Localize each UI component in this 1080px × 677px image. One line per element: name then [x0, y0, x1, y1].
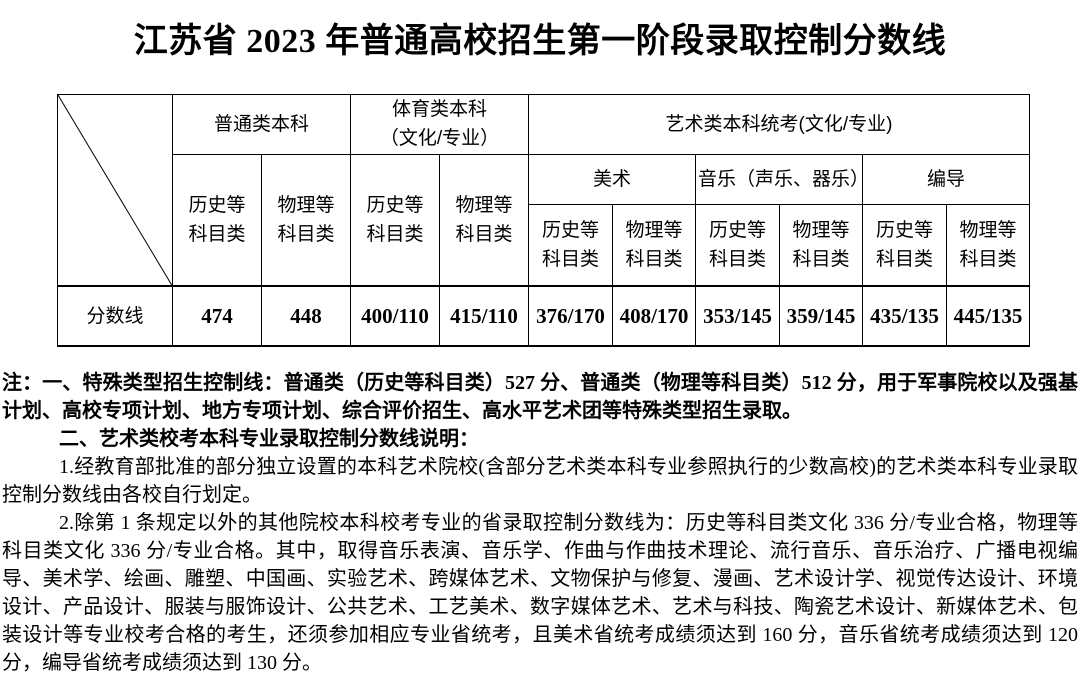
- group-header-general: 普通类本科: [171, 93, 352, 155]
- page-title: 江苏省 2023 年普通高校招生第一阶段录取控制分数线: [133, 23, 947, 60]
- note-art-exam-para1: 1.经教育部批准的部分独立设置的本科艺术院校(含部分艺术类本科专业参照执行的少数…: [2, 456, 1078, 507]
- score-cell-art-history: 376/170: [528, 285, 614, 347]
- track-header-art-history: 历史等 科目类: [528, 203, 614, 287]
- group-header-arts: 艺术类本科统考(文化/专业): [528, 93, 1031, 155]
- corner-cell: [57, 93, 173, 287]
- notes-section: 注：一、特殊类型招生控制线：普通类（历史等科目类）527 分、普通类（物理等科目…: [2, 369, 1078, 677]
- score-cell-music-history: 353/145: [695, 285, 781, 347]
- diagonal-line-icon: [58, 95, 172, 286]
- track-header-broadcast-physics: 物理等 科目类: [946, 203, 1031, 287]
- track-header-art-physics: 物理等 科目类: [612, 203, 697, 287]
- score-cell-art-physics: 408/170: [612, 285, 697, 347]
- score-cell-general-history: 474: [172, 285, 262, 347]
- score-row-label: 分数线: [57, 285, 173, 347]
- score-cell-sports-history: 400/110: [350, 285, 441, 347]
- score-cell-general-physics: 448: [260, 285, 352, 347]
- note-art-exam-para2: 2.除第 1 条规定以外的其他院校本科校考专业的省录取控制分数线为：历史等科目类…: [2, 512, 1078, 675]
- track-header-sports-history: 历史等 科目类: [350, 153, 441, 287]
- note-prefix: 注：: [2, 372, 43, 395]
- note-item1-text: 一、特殊类型招生控制线：普通类（历史等科目类）527 分、普通类（物理等科目类）…: [2, 372, 1079, 423]
- score-cell-broadcast-history: 435/135: [862, 285, 948, 347]
- score-table: 普通类本科 体育类本科 （文化/专业） 艺术类本科统考(文化/专业) 历史等 科…: [57, 93, 1031, 348]
- note-art-exam-heading: 二、艺术类校考本科专业录取控制分数线说明：: [59, 428, 479, 451]
- note-special-types: 注：一、特殊类型招生控制线：普通类（历史等科目类）527 分、普通类（物理等科目…: [2, 369, 1078, 425]
- score-cell-sports-physics: 415/110: [439, 285, 530, 347]
- track-header-sports-physics: 物理等 科目类: [439, 153, 530, 287]
- subgroup-header-music: 音乐（声乐、器乐）: [695, 153, 864, 205]
- track-header-music-physics: 物理等 科目类: [779, 203, 864, 287]
- track-header-broadcast-history: 历史等 科目类: [862, 203, 948, 287]
- group-header-sports: 体育类本科 （文化/专业）: [350, 93, 530, 155]
- subgroup-header-fine-arts: 美术: [528, 153, 697, 205]
- track-header-music-history: 历史等 科目类: [695, 203, 781, 287]
- track-header-general-history: 历史等 科目类: [172, 153, 262, 287]
- score-cell-broadcast-physics: 445/135: [946, 285, 1031, 347]
- score-cell-music-physics: 359/145: [779, 285, 864, 347]
- track-header-general-physics: 物理等 科目类: [260, 153, 352, 287]
- subgroup-header-broadcasting: 编导: [862, 153, 1031, 205]
